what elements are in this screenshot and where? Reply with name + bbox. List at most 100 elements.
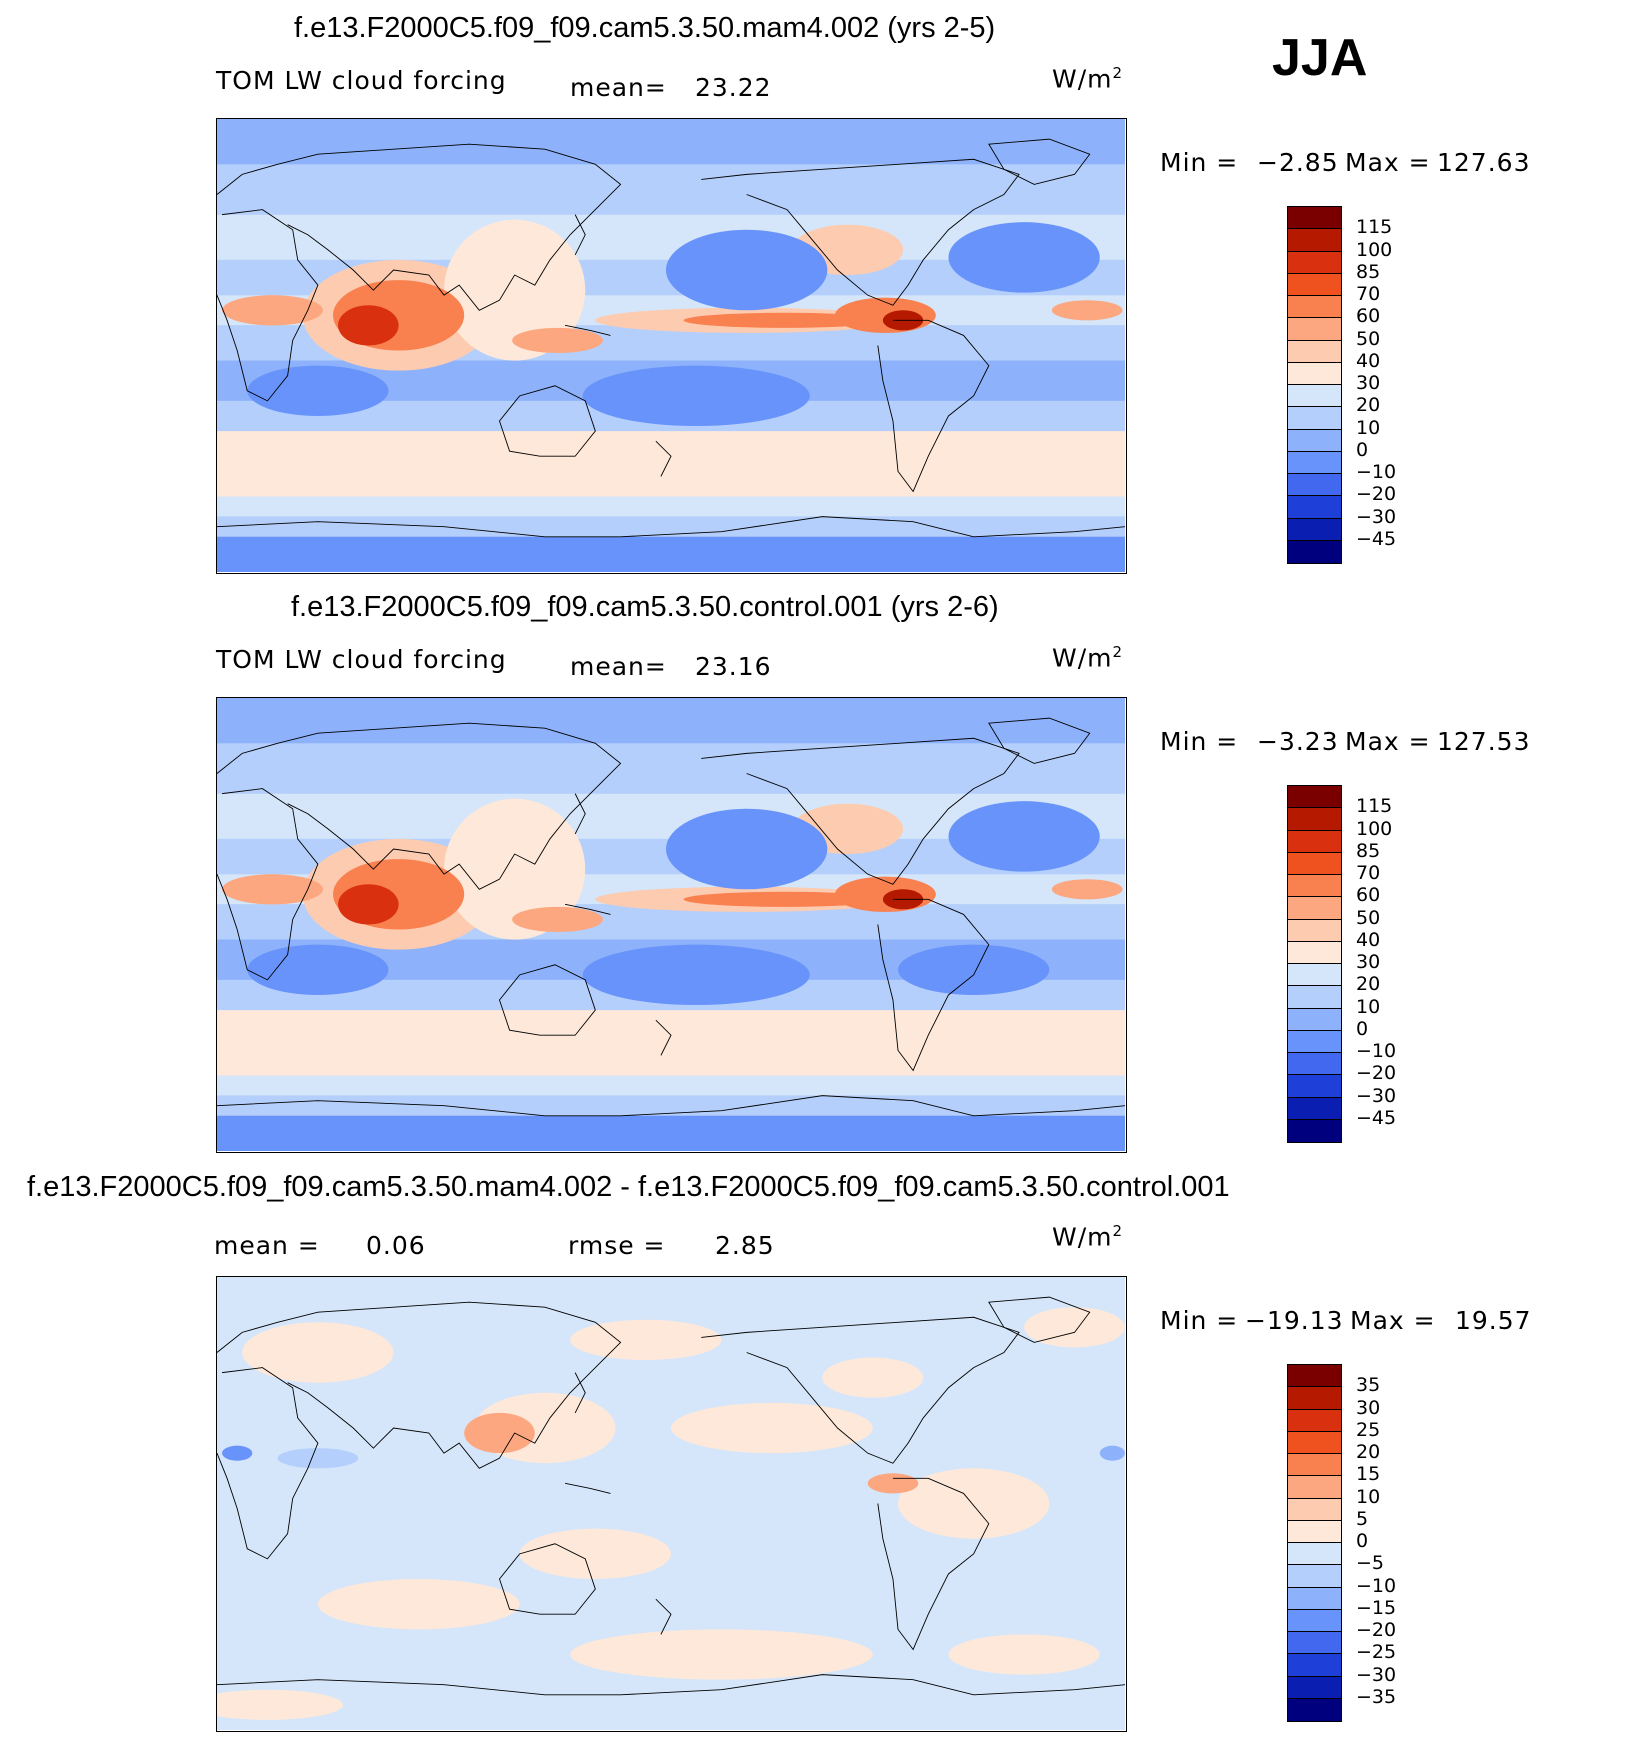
panel-2-colorbar bbox=[1287, 785, 1342, 1143]
colorbar-tick-label: 5 bbox=[1356, 1507, 1369, 1530]
panel-2-title: f.e13.F2000C5.f09_f09.cam5.3.50.control.… bbox=[291, 591, 999, 623]
panel-2-contour-map bbox=[217, 698, 1125, 1151]
colorbar-swatch bbox=[1288, 1409, 1341, 1432]
colorbar-swatch bbox=[1288, 1030, 1341, 1053]
panel-3-map bbox=[216, 1276, 1127, 1732]
panel-2-max-value: 127.53 bbox=[1437, 727, 1531, 756]
panel-1-contour-map bbox=[217, 119, 1125, 572]
colorbar-tick-label: −35 bbox=[1356, 1685, 1397, 1708]
colorbar-tick-label: 35 bbox=[1356, 1374, 1381, 1397]
panel-2-min-label: Min = bbox=[1160, 727, 1239, 756]
colorbar-tick-label: 70 bbox=[1356, 862, 1381, 884]
panel-3-rmse-label: rmse = bbox=[568, 1231, 666, 1260]
colorbar-swatch bbox=[1288, 964, 1341, 987]
colorbar-tick-label: −30 bbox=[1356, 1084, 1397, 1107]
colorbar-swatch bbox=[1288, 1654, 1341, 1677]
colorbar-swatch bbox=[1288, 1097, 1341, 1120]
panel-1-units: W/m2 bbox=[1052, 64, 1124, 94]
colorbar-swatch bbox=[1288, 1365, 1341, 1388]
colorbar-swatch bbox=[1288, 875, 1341, 898]
colorbar-tick-label: −10 bbox=[1356, 1574, 1397, 1597]
panel-2-mean-label: mean= bbox=[570, 652, 667, 681]
colorbar-swatch bbox=[1288, 897, 1341, 920]
colorbar-swatch bbox=[1288, 1587, 1341, 1610]
colorbar-swatch bbox=[1288, 207, 1341, 230]
colorbar-swatch bbox=[1288, 1119, 1341, 1142]
colorbar-tick-label: 100 bbox=[1356, 817, 1393, 840]
colorbar-swatch bbox=[1288, 1698, 1341, 1721]
colorbar-tick-label: 30 bbox=[1356, 372, 1381, 394]
colorbar-swatch bbox=[1288, 986, 1341, 1009]
colorbar-tick-label: 10 bbox=[1356, 995, 1381, 1018]
panel-3-min-value: −19.13 bbox=[1245, 1306, 1344, 1335]
colorbar-swatch bbox=[1288, 808, 1341, 831]
panel-1-max-label: Max = bbox=[1345, 148, 1431, 177]
colorbar-swatch bbox=[1288, 429, 1341, 452]
colorbar-tick-label: 20 bbox=[1356, 973, 1381, 996]
colorbar-tick-label: 20 bbox=[1356, 394, 1381, 417]
colorbar-tick-label: 30 bbox=[1356, 951, 1381, 973]
colorbar-tick-label: 25 bbox=[1356, 1418, 1381, 1441]
panel-3-mean-label: mean = bbox=[214, 1231, 320, 1260]
colorbar-tick-label: −5 bbox=[1356, 1552, 1385, 1575]
colorbar-tick-label: 115 bbox=[1356, 795, 1393, 818]
colorbar-swatch bbox=[1288, 1543, 1341, 1566]
panel-1-max-value: 127.63 bbox=[1437, 148, 1531, 177]
colorbar-tick-label: −45 bbox=[1356, 1106, 1397, 1129]
colorbar-tick-label: 115 bbox=[1356, 216, 1393, 239]
colorbar-swatch bbox=[1288, 1387, 1341, 1410]
colorbar-swatch bbox=[1288, 1454, 1341, 1477]
colorbar-swatch bbox=[1288, 496, 1341, 519]
colorbar-tick-label: 50 bbox=[1356, 327, 1381, 350]
colorbar-tick-label: −10 bbox=[1356, 461, 1397, 483]
colorbar-swatch bbox=[1288, 296, 1341, 319]
colorbar-swatch bbox=[1288, 852, 1341, 875]
colorbar-tick-label: −30 bbox=[1356, 1663, 1397, 1686]
panel-3-max-value: 19.57 bbox=[1455, 1306, 1532, 1335]
panel-2-mean-value: 23.16 bbox=[695, 652, 772, 681]
colorbar-tick-label: 60 bbox=[1356, 305, 1381, 328]
colorbar-swatch bbox=[1288, 786, 1341, 809]
colorbar-tick-label: 0 bbox=[1356, 438, 1369, 461]
panel-1-mean-value: 23.22 bbox=[695, 73, 772, 102]
panel-3-rmse-value: 2.85 bbox=[715, 1231, 775, 1260]
colorbar-tick-label: −25 bbox=[1356, 1641, 1397, 1664]
panel-3-colorbar bbox=[1287, 1364, 1342, 1722]
colorbar-tick-label: 85 bbox=[1356, 260, 1381, 283]
colorbar-swatch bbox=[1288, 251, 1341, 274]
colorbar-swatch bbox=[1288, 1676, 1341, 1699]
colorbar-swatch bbox=[1288, 540, 1341, 563]
colorbar-tick-label: 0 bbox=[1356, 1017, 1369, 1040]
colorbar-tick-label: 20 bbox=[1356, 1441, 1381, 1463]
colorbar-swatch bbox=[1288, 474, 1341, 497]
panel-1-min-value: −2.85 bbox=[1257, 148, 1339, 177]
colorbar-swatch bbox=[1288, 941, 1341, 964]
panel-3-max-label: Max = bbox=[1350, 1306, 1436, 1335]
colorbar-tick-label: −45 bbox=[1356, 527, 1397, 550]
colorbar-swatch bbox=[1288, 1498, 1341, 1521]
colorbar-tick-label: 10 bbox=[1356, 416, 1381, 439]
panel-2-min-value: −3.23 bbox=[1257, 727, 1339, 756]
colorbar-swatch bbox=[1288, 919, 1341, 942]
colorbar-swatch bbox=[1288, 273, 1341, 296]
colorbar-swatch bbox=[1288, 407, 1341, 430]
colorbar-swatch bbox=[1288, 1632, 1341, 1655]
colorbar-swatch bbox=[1288, 451, 1341, 474]
colorbar-tick-label: −30 bbox=[1356, 505, 1397, 528]
colorbar-swatch bbox=[1288, 518, 1341, 541]
colorbar-tick-label: 100 bbox=[1356, 238, 1393, 261]
panel-1-min-label: Min = bbox=[1160, 148, 1239, 177]
colorbar-swatch bbox=[1288, 1431, 1341, 1454]
panel-3-units: W/m2 bbox=[1052, 1222, 1124, 1252]
colorbar-tick-label: −20 bbox=[1356, 1062, 1397, 1085]
season-label: JJA bbox=[1272, 29, 1368, 87]
panel-2-max-label: Max = bbox=[1345, 727, 1431, 756]
panel-1-colorbar bbox=[1287, 206, 1342, 564]
colorbar-tick-label: 30 bbox=[1356, 1396, 1381, 1419]
colorbar-swatch bbox=[1288, 830, 1341, 853]
panel-2-variable: TOM LW cloud forcing bbox=[216, 645, 507, 674]
colorbar-swatch bbox=[1288, 385, 1341, 408]
colorbar-tick-label: −15 bbox=[1356, 1596, 1397, 1619]
colorbar-swatch bbox=[1288, 1565, 1341, 1588]
colorbar-tick-label: −20 bbox=[1356, 1619, 1397, 1641]
